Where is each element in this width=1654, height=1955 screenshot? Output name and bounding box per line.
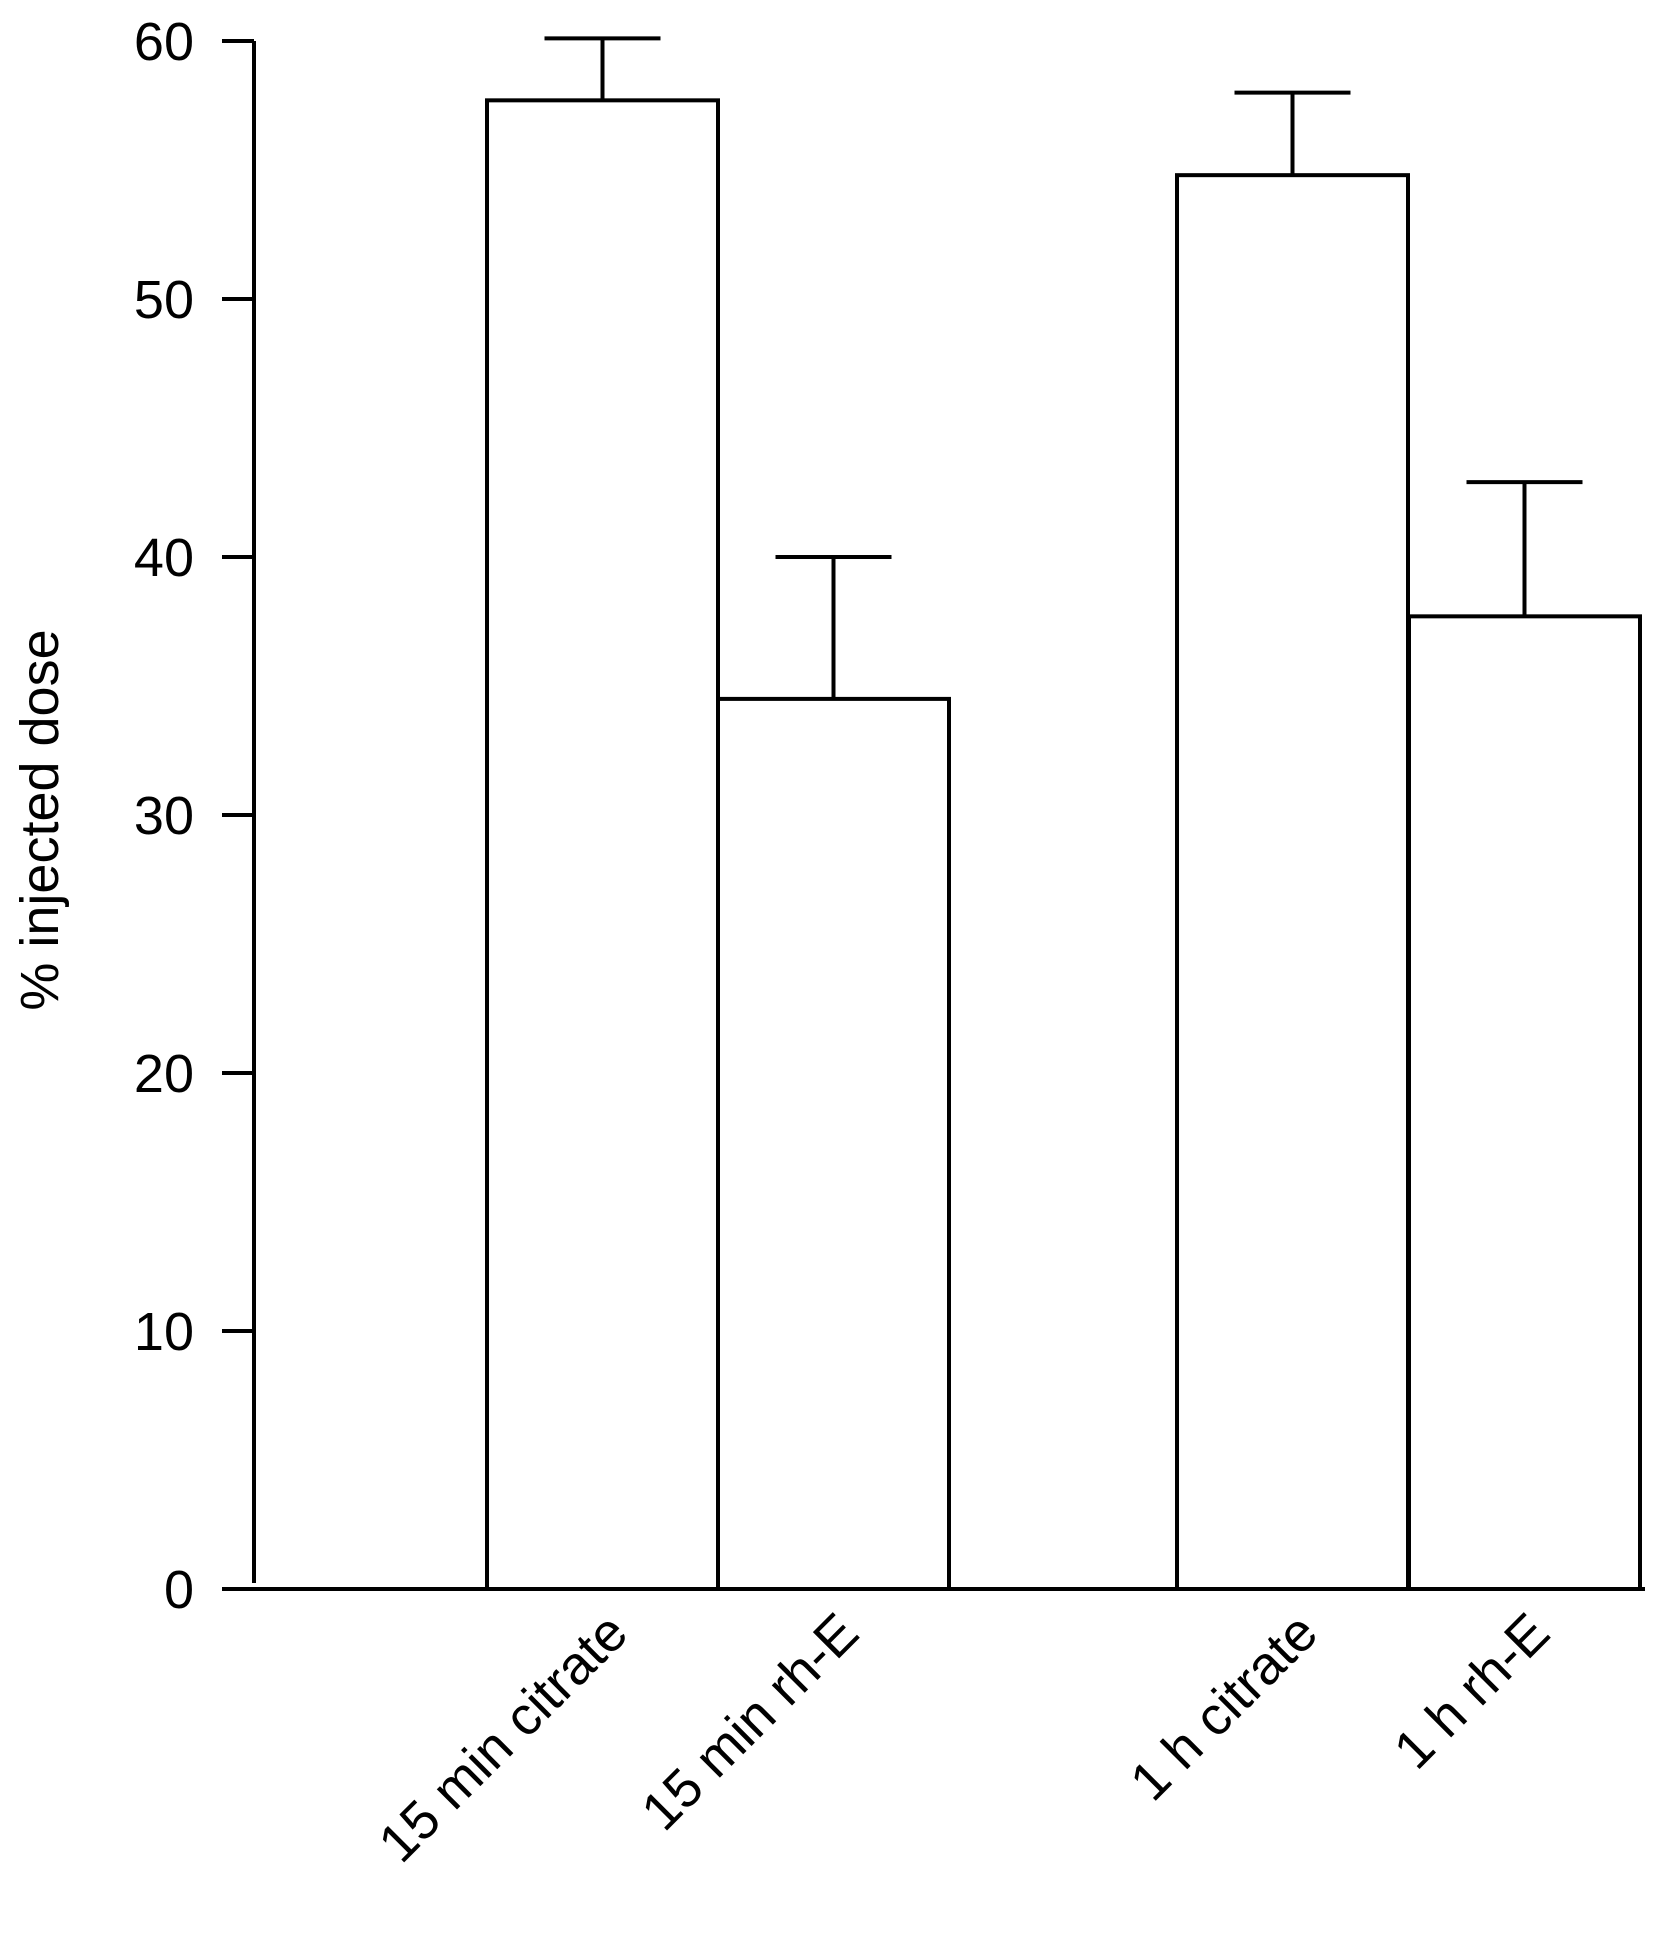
y-axis: 0 10 20 30 40 50 60 [134,12,256,1620]
bar [1175,173,1410,1591]
y-tick-label: 10 [134,1302,194,1362]
y-tick-label: 20 [134,1044,194,1104]
category-label: 1 h citrate [1119,1602,1329,1812]
category-label: 15 min rh-E [630,1602,870,1842]
y-tick-label: 50 [134,270,194,330]
category-label: 1 h rh-E [1383,1602,1561,1780]
bar [485,98,720,1592]
y-tick-label: 60 [134,12,194,72]
y-axis-title: % injected dose [10,629,70,1010]
y-tick-label: 0 [164,1560,194,1620]
category-label: 15 min citrate [367,1602,639,1874]
bar [716,696,951,1591]
y-tick-label: 40 [134,528,194,588]
error-bars-group [544,36,1583,699]
bars-group [485,98,1642,1592]
y-tick-label: 30 [134,786,194,846]
bar [1407,614,1642,1591]
